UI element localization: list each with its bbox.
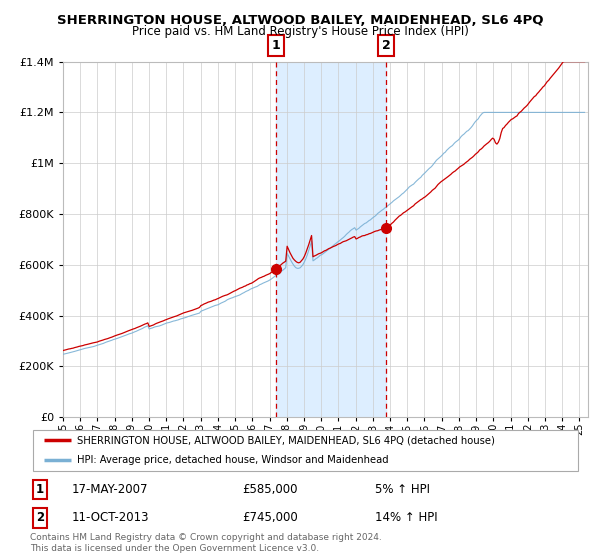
Text: SHERRINGTON HOUSE, ALTWOOD BAILEY, MAIDENHEAD, SL6 4PQ: SHERRINGTON HOUSE, ALTWOOD BAILEY, MAIDE… (57, 14, 543, 27)
Text: HPI: Average price, detached house, Windsor and Maidenhead: HPI: Average price, detached house, Wind… (77, 455, 389, 465)
Text: 11-OCT-2013: 11-OCT-2013 (71, 511, 149, 524)
Text: 14% ↑ HPI: 14% ↑ HPI (375, 511, 437, 524)
Text: £745,000: £745,000 (242, 511, 298, 524)
Text: 2: 2 (36, 511, 44, 524)
Text: Price paid vs. HM Land Registry's House Price Index (HPI): Price paid vs. HM Land Registry's House … (131, 25, 469, 38)
Bar (276, 62, 386, 417)
Text: 17-MAY-2007: 17-MAY-2007 (71, 483, 148, 496)
Text: 1: 1 (36, 483, 44, 496)
Text: £585,000: £585,000 (242, 483, 298, 496)
Text: 2: 2 (382, 39, 391, 52)
Text: 1: 1 (272, 39, 280, 52)
FancyBboxPatch shape (33, 430, 578, 471)
Text: SHERRINGTON HOUSE, ALTWOOD BAILEY, MAIDENHEAD, SL6 4PQ (detached house): SHERRINGTON HOUSE, ALTWOOD BAILEY, MAIDE… (77, 435, 495, 445)
Text: Contains HM Land Registry data © Crown copyright and database right 2024.
This d: Contains HM Land Registry data © Crown c… (30, 533, 382, 553)
Text: 5% ↑ HPI: 5% ↑ HPI (375, 483, 430, 496)
